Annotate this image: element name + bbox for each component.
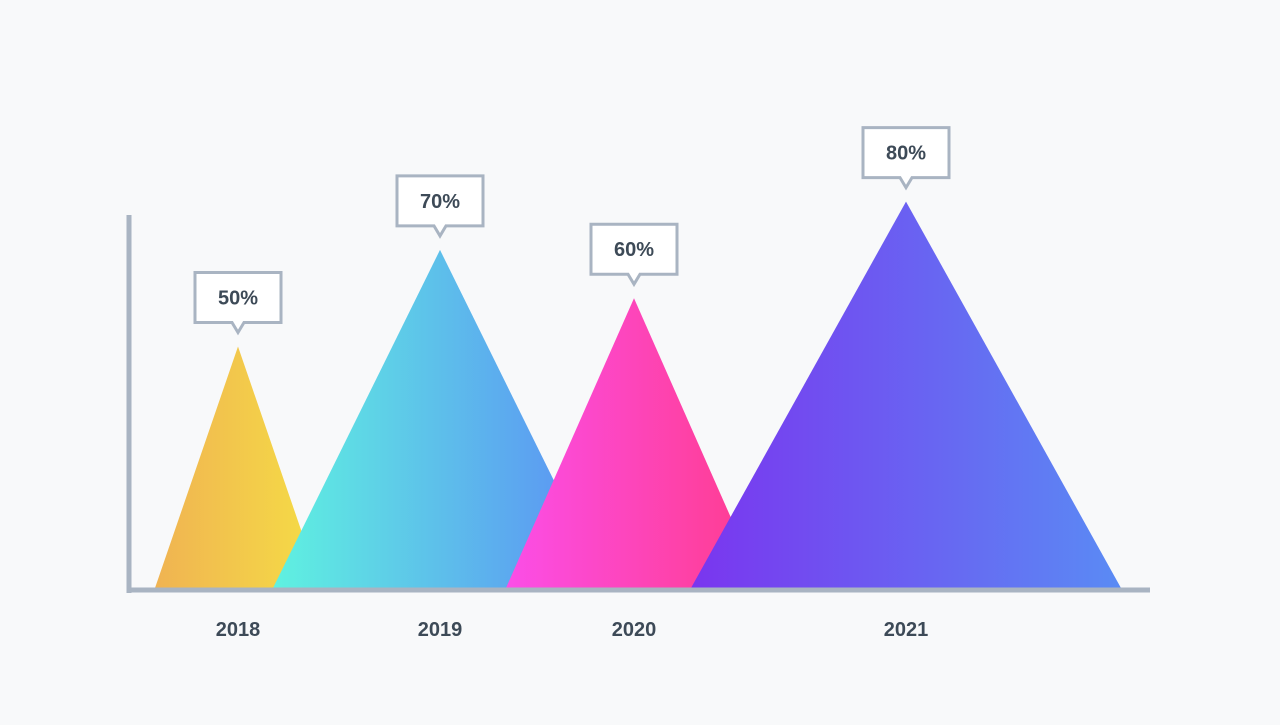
value-callout-2018: 50% (193, 271, 283, 336)
value-callout-2021: 80% (861, 126, 951, 191)
triangle-mark-2018 (155, 346, 321, 588)
value-callout-2019: 70% (395, 174, 485, 239)
data-label-2019: 70% (420, 191, 460, 213)
x-tick-label-2021: 2021 (884, 619, 929, 641)
data-label-2018: 50% (218, 288, 258, 310)
data-label-2020: 60% (614, 239, 654, 261)
x-tick-label-2018: 2018 (216, 619, 261, 641)
marks-layer (155, 201, 1121, 588)
value-callout-2020: 60% (589, 222, 679, 288)
x-tick-label-2020: 2020 (612, 619, 657, 641)
triangle-mark-2019 (273, 249, 607, 588)
triangle-mark-2021 (691, 201, 1121, 588)
triangle-mark-2020 (506, 298, 762, 588)
data-label-2021: 80% (886, 143, 926, 165)
labels-layer: 50% 2018 70% 2019 60% 2020 80% 2021 (193, 126, 951, 641)
x-tick-label-2019: 2019 (418, 619, 463, 641)
